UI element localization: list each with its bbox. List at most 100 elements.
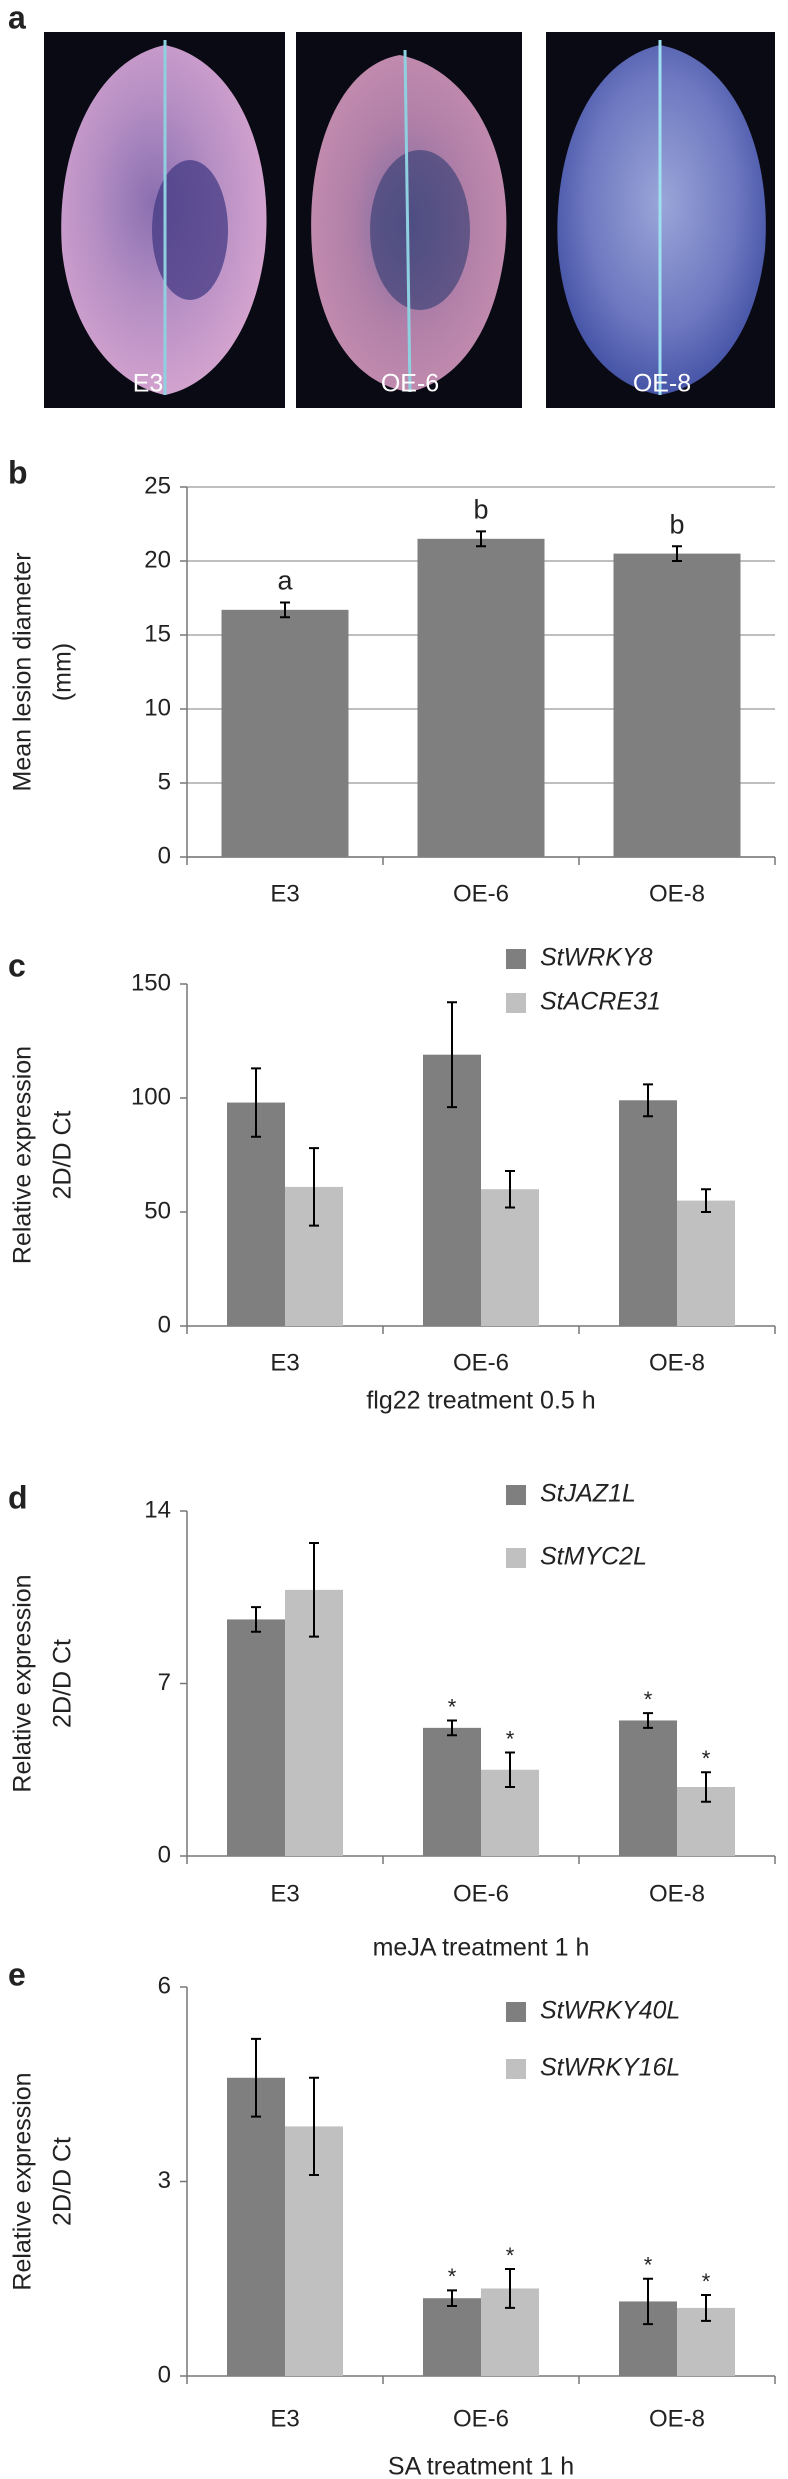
legend-label: StWRKY8 xyxy=(540,944,653,972)
significance-mark: * xyxy=(702,1746,711,1771)
significance-mark: * xyxy=(448,1694,457,1719)
significance-mark: * xyxy=(644,1687,653,1712)
significance-mark: * xyxy=(506,2243,515,2268)
legend-swatch xyxy=(506,2059,526,2079)
x-axis-label: flg22 treatment 0.5 h xyxy=(366,1387,595,1415)
error-bar xyxy=(309,1147,319,1227)
significance-mark: * xyxy=(644,2253,653,2278)
error-bar xyxy=(280,601,290,619)
significance-letter: a xyxy=(277,566,293,596)
y-tick-label: 7 xyxy=(158,1669,171,1696)
error-bar xyxy=(309,1542,319,1638)
image-label: OE-8 xyxy=(633,370,691,398)
y-tick-label: 3 xyxy=(158,2167,171,2194)
error-bar xyxy=(309,2076,319,2177)
leaf-images xyxy=(44,32,775,408)
y-tick-label: 50 xyxy=(144,1197,171,1224)
error-bar xyxy=(251,1067,261,1138)
bar xyxy=(227,1619,285,1856)
y-tick-label: 6 xyxy=(158,1972,171,1999)
error-bar xyxy=(505,1169,515,1209)
x-tick-label: E3 xyxy=(270,2405,299,2432)
image-label: E3 xyxy=(133,370,164,398)
error-bar xyxy=(701,1188,711,1213)
y-axis-label: (mm) xyxy=(49,643,77,701)
error-bar xyxy=(447,1001,457,1109)
y-tick-label: 150 xyxy=(131,969,171,996)
x-tick-label: OE-6 xyxy=(453,880,509,907)
x-tick-label: OE-8 xyxy=(649,2405,705,2432)
significance-mark: * xyxy=(506,1726,515,1751)
bar xyxy=(619,1720,677,1856)
x-tick-label: E3 xyxy=(270,1349,299,1376)
y-tick-label: 5 xyxy=(158,768,171,795)
lesion xyxy=(152,160,228,300)
y-tick-label: 100 xyxy=(131,1083,171,1110)
error-bar xyxy=(251,2037,261,2118)
error-bar xyxy=(251,1606,261,1633)
error-bar xyxy=(672,545,682,562)
error-bar xyxy=(643,2277,653,2326)
x-axis-label: SA treatment 1 h xyxy=(388,2453,574,2479)
y-tick-label: 20 xyxy=(144,546,171,573)
legend-label: StMYC2L xyxy=(540,1543,647,1571)
x-tick-label: OE-8 xyxy=(649,880,705,907)
y-axis-label: Relative expression xyxy=(9,1046,37,1264)
legend-swatch xyxy=(506,1485,526,1505)
leaf xyxy=(557,45,766,395)
bar xyxy=(677,1200,735,1326)
significance-mark: * xyxy=(702,2269,711,2294)
x-tick-label: E3 xyxy=(270,880,299,907)
significance-letter: b xyxy=(473,495,488,525)
y-tick-label: 25 xyxy=(144,472,171,499)
y-tick-label: 10 xyxy=(144,694,171,721)
bar xyxy=(481,1189,539,1326)
bar xyxy=(227,2077,285,2376)
lesion xyxy=(370,150,470,310)
panel-label: e xyxy=(8,1956,26,1992)
panel-label: b xyxy=(8,454,28,490)
y-tick-label: 0 xyxy=(158,1311,171,1338)
bar xyxy=(423,2298,481,2376)
panel-label: d xyxy=(8,1479,28,1515)
y-tick-label: 0 xyxy=(158,2361,171,2388)
significance-letter: b xyxy=(669,509,684,539)
y-axis-label: 2D/D Ct xyxy=(49,1639,77,1728)
bar xyxy=(619,1100,677,1326)
bar xyxy=(423,1727,481,1856)
x-tick-label: OE-6 xyxy=(453,1349,509,1376)
y-axis-label: Relative expression xyxy=(9,2072,37,2290)
panel-label: a xyxy=(8,0,26,35)
legend-swatch xyxy=(506,1548,526,1568)
y-tick-label: 14 xyxy=(144,1496,171,1523)
bar xyxy=(221,609,349,857)
legend-label: StWRKY40L xyxy=(540,1997,680,2025)
bar xyxy=(227,1102,285,1326)
legend-label: StACRE31 xyxy=(540,988,661,1016)
y-axis-label: Mean lesion diameter xyxy=(9,552,37,791)
y-tick-label: 0 xyxy=(158,1841,171,1868)
y-tick-label: 0 xyxy=(158,842,171,869)
x-tick-label: E3 xyxy=(270,1880,299,1907)
error-bar xyxy=(701,2293,711,2322)
y-axis-label: Relative expression xyxy=(9,1574,37,1792)
error-bar xyxy=(701,1771,711,1803)
error-bar xyxy=(643,1712,653,1729)
legend-swatch xyxy=(506,949,526,969)
x-tick-label: OE-6 xyxy=(453,1880,509,1907)
bar xyxy=(417,538,545,857)
x-axis-label: meJA treatment 1 h xyxy=(373,1934,590,1962)
error-bar xyxy=(447,1719,457,1737)
error-bar xyxy=(447,2289,457,2307)
error-bar xyxy=(505,2268,515,2309)
image-label: OE-6 xyxy=(381,370,439,398)
y-axis-label: 2D/D Ct xyxy=(49,1110,77,1199)
y-tick-label: 15 xyxy=(144,620,171,647)
x-tick-label: OE-8 xyxy=(649,1349,705,1376)
x-tick-label: OE-6 xyxy=(453,2405,509,2432)
error-bar xyxy=(643,1083,653,1118)
error-bar xyxy=(476,530,486,548)
x-tick-label: OE-8 xyxy=(649,1880,705,1907)
legend-label: StWRKY16L xyxy=(540,2054,680,2082)
